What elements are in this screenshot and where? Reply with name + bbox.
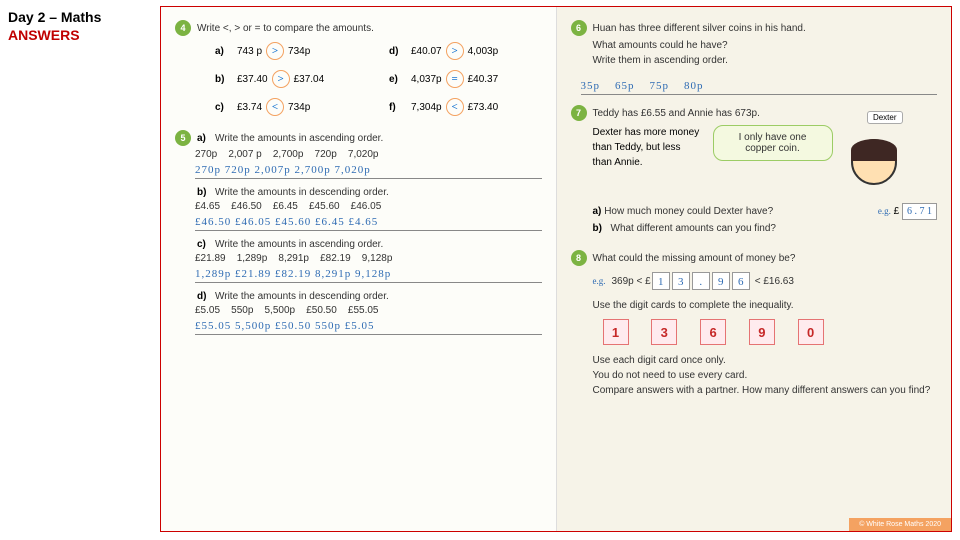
- q5d-given: £5.05 550p 5,500p £50.50 £55.05: [195, 305, 542, 316]
- q6-line3: Write them in ascending order.: [593, 55, 938, 66]
- page-right: 6 Huan has three different silver coins …: [557, 7, 952, 531]
- q7-intro: Teddy has £6.55 and Annie has 673p.: [593, 108, 760, 119]
- digit-card: 9: [749, 319, 775, 345]
- question-7: 7 Teddy has £6.55 and Annie has 673p. De…: [571, 105, 938, 234]
- q6-number: 6: [571, 20, 587, 36]
- q5b-answer: £46.50 £46.05 £45.60 £6.45 £4.65: [195, 216, 542, 231]
- q4-item-a: a) 743 p > 734p: [215, 42, 365, 60]
- q6-line1: Huan has three different silver coins in…: [593, 23, 806, 34]
- q8-number: 8: [571, 250, 587, 266]
- q4-number: 4: [175, 20, 191, 36]
- q4-item-d: d) £40.07 > 4,003p: [389, 42, 539, 60]
- comparison-circle: >: [446, 42, 464, 60]
- q8-instr: Use the digit cards to complete the ineq…: [593, 300, 938, 311]
- q7a-answer: 6 . 7 1: [902, 203, 937, 220]
- header-line1: Day 2 – Maths: [8, 8, 101, 26]
- q5c-answer: 1,289p £21.89 £82.19 8,291p 9,128p: [195, 268, 542, 283]
- digit-box: .: [692, 272, 710, 290]
- page-left: 4 Write <, > or = to compare the amounts…: [161, 7, 557, 531]
- q5c-given: £21.89 1,289p 8,291p £82.19 9,128p: [195, 253, 542, 264]
- digit-card: 6: [700, 319, 726, 345]
- q8-note3: Compare answers with a partner. How many…: [593, 385, 938, 396]
- q7a-answer-box: e.g. £ 6 . 7 1: [878, 206, 937, 217]
- digit-box: 9: [712, 272, 730, 290]
- q4-prompt: Write <, > or = to compare the amounts.: [197, 23, 374, 34]
- q8-prompt: What could the missing amount of money b…: [593, 253, 796, 264]
- q6-answer: 35p 65p 75p 80p: [581, 80, 938, 95]
- character-dexter: Dexter: [851, 125, 897, 188]
- digit-box: 6: [732, 272, 750, 290]
- q7-body: Dexter has more money than Teddy, but le…: [593, 125, 703, 170]
- question-8: 8 What could the missing amount of money…: [571, 250, 938, 396]
- digit-cards-row: 1 3 6 9 0: [593, 319, 938, 345]
- q4-item-e: e) 4,037p = £40.37: [389, 70, 539, 88]
- question-6: 6 Huan has three different silver coins …: [571, 20, 938, 95]
- character-label: Dexter: [867, 111, 903, 124]
- comparison-circle: <: [446, 98, 464, 116]
- avatar-icon: [851, 139, 897, 185]
- digit-box: 3: [672, 272, 690, 290]
- q5d-answer: £55.05 5,500p £50.50 550p £5.05: [195, 320, 542, 335]
- q5-number: 5: [175, 130, 191, 146]
- q5b-given: £4.65 £46.50 £6.45 £45.60 £46.05: [195, 201, 542, 212]
- q5d-prompt: Write the amounts in descending order.: [215, 291, 389, 302]
- q5a-answer: 270p 720p 2,007p 2,700p 7,020p: [195, 164, 542, 179]
- comparison-circle: >: [272, 70, 290, 88]
- page-header: Day 2 – Maths ANSWERS: [8, 8, 101, 44]
- q7-number: 7: [571, 105, 587, 121]
- worksheet-pages: 4 Write <, > or = to compare the amounts…: [160, 6, 952, 532]
- q7a-text: How much money could Dexter have?: [604, 206, 773, 217]
- comparison-circle: =: [446, 70, 464, 88]
- q7b-text: What different amounts can you find?: [611, 223, 776, 234]
- comparison-circle: <: [266, 98, 284, 116]
- q5a-given: 270p 2,007 p 2,700p 720p 7,020p: [195, 149, 542, 160]
- q4-item-f: f) 7,304p < £73.40: [389, 98, 539, 116]
- header-answers: ANSWERS: [8, 26, 101, 44]
- question-5: 5 a) Write the amounts in ascending orde…: [175, 130, 542, 335]
- q4-item-b: b) £37.40 > £37.04: [215, 70, 365, 88]
- q5c-prompt: Write the amounts in ascending order.: [215, 239, 383, 250]
- digit-card: 1: [603, 319, 629, 345]
- digit-card: 3: [651, 319, 677, 345]
- q5b-prompt: Write the amounts in descending order.: [215, 187, 389, 198]
- footer-copyright: © White Rose Maths 2020: [849, 518, 951, 531]
- question-4: 4 Write <, > or = to compare the amounts…: [175, 20, 542, 116]
- q8-note1: Use each digit card once only.: [593, 355, 938, 366]
- q8-note2: You do not need to use every card.: [593, 370, 938, 381]
- comparison-circle: >: [266, 42, 284, 60]
- q5a-prompt: Write the amounts in ascending order.: [215, 133, 383, 144]
- q6-line2: What amounts could he have?: [593, 40, 938, 51]
- digit-card: 0: [798, 319, 824, 345]
- digit-box: 1: [652, 272, 670, 290]
- q4-item-c: c) £3.74 < 734p: [215, 98, 365, 116]
- speech-bubble: I only have one copper coin.: [713, 125, 833, 161]
